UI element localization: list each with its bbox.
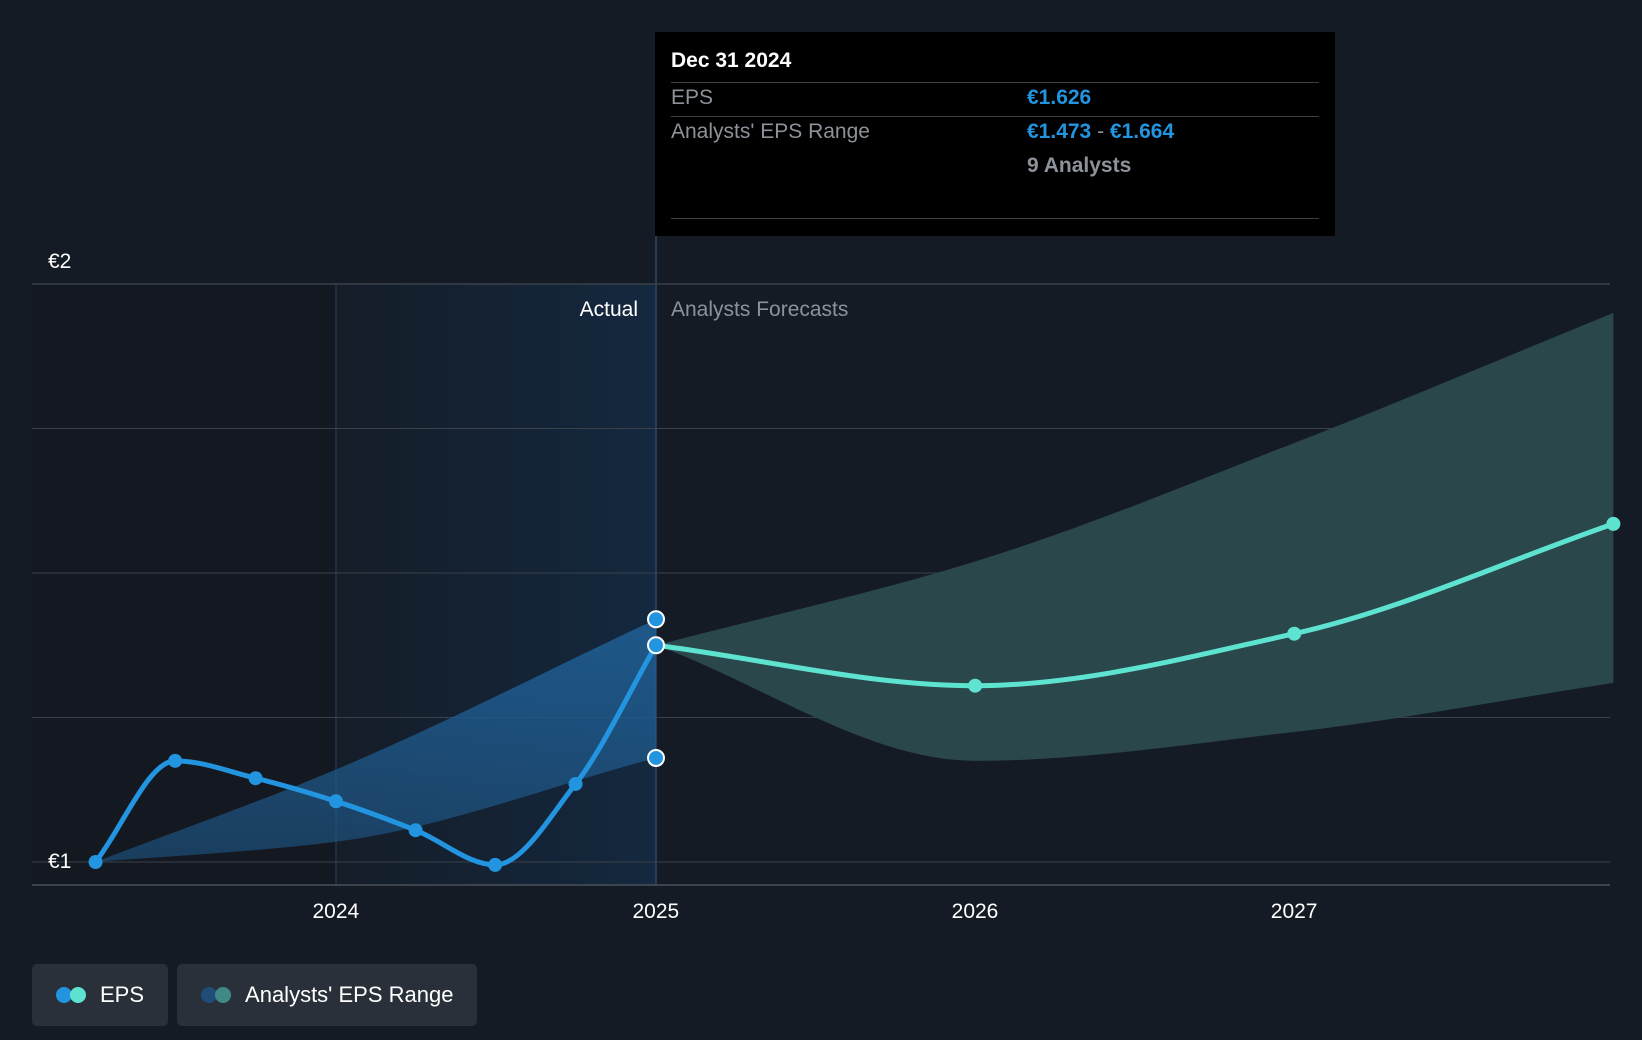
y-tick-label: €2 — [48, 250, 71, 273]
forecast-eps-range-band — [656, 312, 1614, 761]
eps-actual-point — [488, 857, 503, 872]
eps-marker — [647, 636, 665, 655]
legend-item-eps[interactable]: EPS — [32, 964, 169, 1026]
y-tick-label: €1 — [48, 850, 71, 873]
range-high-marker — [647, 610, 665, 629]
eps-forecast-point — [1606, 516, 1621, 531]
eps-actual-dot-icon — [56, 987, 72, 1003]
tooltip-range-high: €1.664 — [1109, 120, 1175, 143]
tooltip-eps-value: €1.626 — [1027, 86, 1092, 109]
tooltip-range-separator: - — [1097, 120, 1105, 143]
x-tick-label: 2027 — [1271, 900, 1318, 923]
range-actual-dot-icon — [201, 987, 218, 1003]
legend-label-eps-range: Analysts' EPS Range — [245, 982, 454, 1007]
range-low-marker — [647, 748, 665, 767]
eps-forecast-point — [968, 678, 983, 693]
forecast-region-label: Analysts Forecasts — [671, 298, 848, 321]
eps-actual-point — [329, 794, 343, 809]
tooltip-range-value: €1.473 - €1.664 — [1027, 120, 1174, 144]
range-swatch-icon — [201, 987, 232, 1003]
tooltip-eps-label: EPS — [671, 86, 714, 109]
x-tick-label: 2026 — [952, 900, 999, 923]
tooltip: Dec 31 2024 EPS €1.626 Analysts' EPS Ran… — [655, 32, 1335, 236]
actual-region-label: Actual — [580, 298, 638, 321]
eps-forecast-point — [1287, 626, 1302, 641]
legend-label-eps: EPS — [100, 982, 145, 1007]
tooltip-analyst-count: 9 Analysts — [1027, 154, 1132, 177]
eps-swatch-icon — [56, 987, 86, 1003]
eps-actual-point — [248, 771, 263, 786]
tooltip-range-label: Analysts' EPS Range — [671, 120, 870, 143]
eps-forecast-line — [653, 521, 1616, 689]
range-forecast-dot-icon — [215, 987, 232, 1003]
tooltip-divider — [671, 82, 1319, 83]
legend-item-eps-range[interactable]: Analysts' EPS Range — [177, 964, 478, 1026]
tooltip-date: Dec 31 2024 — [671, 49, 792, 72]
eps-actual-point — [408, 823, 423, 838]
tooltip-divider — [671, 218, 1319, 219]
eps-forecast-dot-icon — [70, 987, 86, 1003]
tooltip-divider — [671, 116, 1319, 117]
x-tick-label: 2024 — [313, 900, 360, 923]
eps-actual-point — [168, 753, 183, 768]
x-tick-label: 2025 — [633, 900, 680, 923]
legend: EPS Analysts' EPS Range — [32, 964, 478, 1026]
eps-actual-point — [88, 855, 103, 869]
tooltip-range-low: €1.473 — [1027, 120, 1092, 143]
eps-actual-point — [568, 776, 583, 791]
